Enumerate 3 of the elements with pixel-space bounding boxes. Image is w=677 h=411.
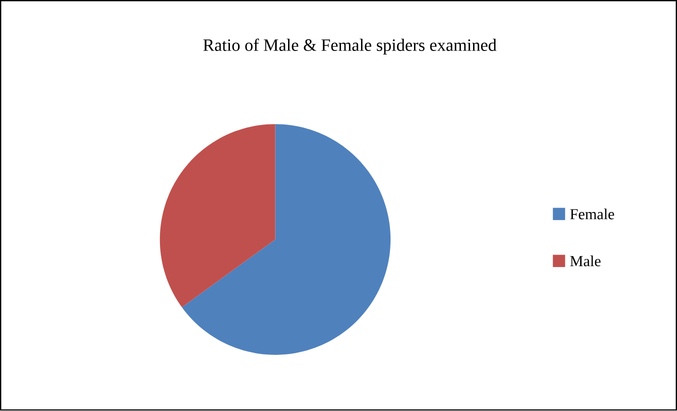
legend-label: Female: [570, 208, 614, 220]
chart-title: Ratio of Male & Female spiders examined: [203, 38, 496, 55]
legend-label: Male: [570, 256, 601, 266]
